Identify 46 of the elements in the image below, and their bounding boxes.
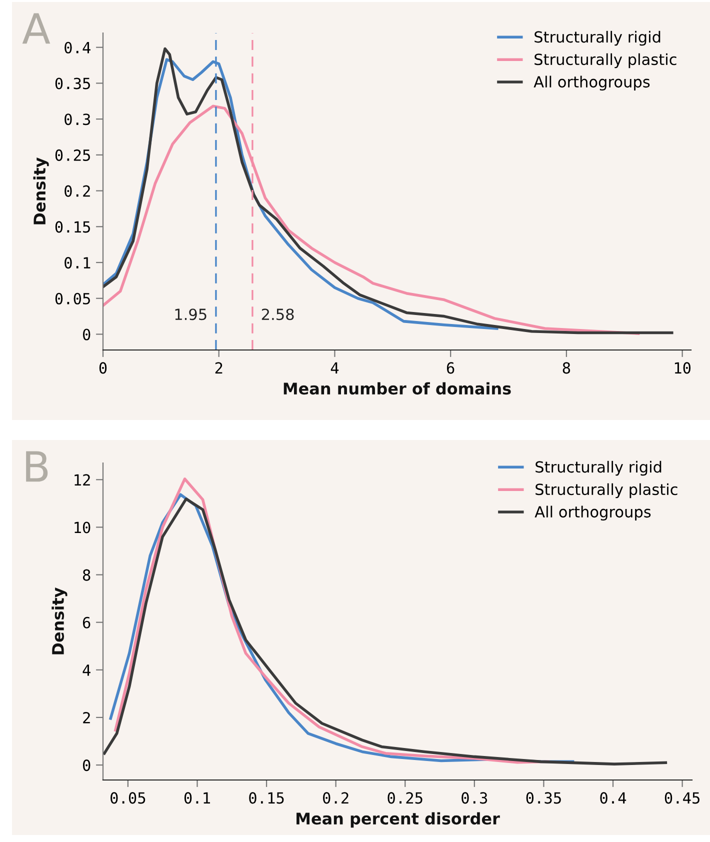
x-tick-label: 0.2 <box>323 792 348 804</box>
x-tick-label: 8 <box>562 362 570 374</box>
y-tick-label: 0.05 <box>55 292 90 304</box>
x-tick-label: 0.3 <box>462 792 488 804</box>
x-tick-label: 2 <box>215 362 222 374</box>
y-tick-label: 4 <box>82 664 90 676</box>
legend-label: Structurally rigid <box>534 30 660 46</box>
y-tick-label: 12 <box>74 474 90 486</box>
x-tick-label: 0.1 <box>184 792 210 804</box>
y-tick-label: 10 <box>74 522 90 534</box>
y-tick-label: 0.1 <box>64 257 90 269</box>
x-tick-label: 0.45 <box>664 792 700 804</box>
y-tick-label: 0.2 <box>64 185 90 197</box>
y-tick-label: 0 <box>82 760 90 772</box>
x-tick-label: 10 <box>674 362 691 374</box>
x-tick-label: 0.35 <box>526 792 561 804</box>
x-axis-title: Mean number of domains <box>284 382 511 395</box>
x-tick-label: 0.05 <box>110 792 146 804</box>
line-series <box>103 498 668 766</box>
y-tick-label: 2 <box>83 712 90 724</box>
y-tick-label: 0.4 <box>64 42 90 54</box>
legend-label: Structurally plastic <box>534 53 676 68</box>
x-tick-label: 0.25 <box>388 792 422 804</box>
legend-label: Structurally plastic <box>536 483 678 498</box>
y-tick-label: 6 <box>82 616 90 628</box>
ref-line-label: 2.58 <box>262 308 294 320</box>
legend-label: All orthogroups <box>534 76 650 91</box>
chart-title: A <box>22 13 50 44</box>
x-tick-label: 0.15 <box>249 792 284 804</box>
y-tick-label: 0 <box>82 328 90 340</box>
y-axis-title: Density <box>52 588 68 654</box>
x-tick-label: 4 <box>330 362 339 374</box>
legend-label: Structurally rigid <box>536 460 662 476</box>
y-tick-label: 0.25 <box>55 149 90 161</box>
ref-line-label: 1.95 <box>175 308 206 320</box>
x-tick-label: 0 <box>99 362 107 374</box>
y-tick-label: 0.35 <box>55 78 90 90</box>
x-tick-label: 6 <box>446 362 454 374</box>
y-axis-title: Density <box>33 158 49 224</box>
y-tick-label: 0.15 <box>55 221 90 233</box>
x-axis-title: Mean percent disorder <box>296 812 500 828</box>
chart-title: B <box>26 451 48 482</box>
y-tick-label: 8 <box>82 569 90 581</box>
x-tick-label: 0.4 <box>600 792 626 804</box>
legend-label: All orthogroups <box>534 506 651 521</box>
y-tick-label: 0.3 <box>64 114 90 126</box>
